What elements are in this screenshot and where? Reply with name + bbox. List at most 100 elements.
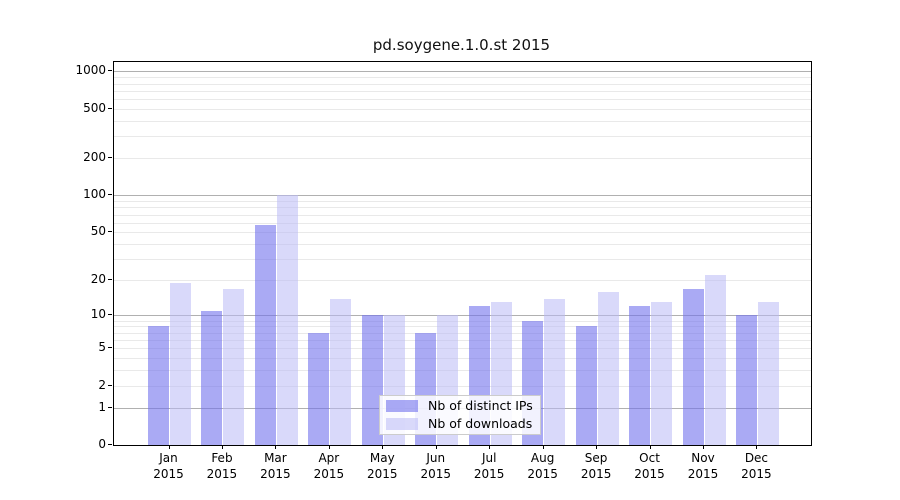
- x-tick-mark: [703, 445, 704, 449]
- x-tick-year: 2015: [153, 467, 184, 481]
- x-tick-mark: [221, 445, 223, 449]
- x-tick-year: 2015: [367, 467, 398, 481]
- legend-swatch-distinct-ips: [386, 400, 418, 412]
- y-tick-mark: [108, 107, 112, 109]
- legend-entry-distinct-ips: Nb of distinct IPs: [386, 399, 534, 413]
- y-tick-mark: [108, 70, 112, 72]
- minor-gridline: [114, 136, 811, 138]
- y-tick-label: 0: [98, 437, 106, 451]
- minor-gridline: [114, 244, 811, 246]
- major-gridline: [114, 195, 811, 197]
- minor-gridline: [114, 90, 811, 92]
- legend-swatch-downloads: [386, 418, 418, 430]
- y-tick-label: 2: [98, 377, 106, 392]
- minor-gridline: [114, 339, 811, 341]
- x-tick-label: Jul 2015: [459, 450, 519, 482]
- y-tick-mark: [108, 384, 112, 386]
- x-tick-mark: [435, 445, 437, 449]
- x-tick-label: Oct 2015: [620, 450, 680, 482]
- x-tick-year: 2015: [741, 467, 772, 481]
- bar-distinct-ips: [682, 288, 704, 445]
- y-tick-label: 20: [90, 272, 106, 287]
- x-tick-mark: [542, 445, 544, 449]
- bar-downloads: [597, 291, 619, 445]
- x-tick-label: Aug 2015: [513, 450, 573, 482]
- x-tick-year: 2015: [634, 467, 665, 481]
- bar-downloads: [276, 195, 298, 445]
- x-tick-year: 2015: [420, 467, 452, 481]
- x-tick-year: 2015: [527, 467, 558, 481]
- x-tick-mark: [596, 445, 598, 449]
- bar-distinct-ips: [361, 315, 383, 445]
- minor-gridline: [114, 201, 811, 203]
- x-tick-label: May 2015: [352, 450, 412, 482]
- y-tick-label: 1: [98, 399, 106, 414]
- y-tick-label: 50: [90, 224, 106, 239]
- y-tick-mark: [108, 347, 112, 349]
- minor-gridline: [114, 108, 811, 110]
- minor-gridline: [114, 326, 811, 328]
- bar-downloads: [330, 298, 352, 445]
- bar-downloads: [170, 283, 191, 445]
- y-tick-label: 10: [90, 307, 106, 322]
- y-tick-mark: [108, 279, 112, 281]
- x-tick-mark: [756, 445, 758, 449]
- x-tick-mark: [328, 445, 330, 449]
- bar-downloads: [544, 298, 566, 445]
- minor-gridline: [114, 120, 811, 122]
- minor-gridline: [114, 259, 811, 261]
- minor-gridline: [114, 280, 811, 282]
- x-tick-label: Jan 2015: [139, 450, 199, 482]
- legend-label-distinct-ips: Nb of distinct IPs: [428, 398, 533, 413]
- minor-gridline: [114, 77, 811, 79]
- plot-area: Nb of distinct IPs Nb of downloads: [113, 61, 812, 446]
- x-tick-year: 2015: [473, 467, 505, 481]
- bar-downloads: [704, 275, 726, 445]
- x-tick-year: 2015: [313, 467, 345, 481]
- y-tick-label: 200: [83, 150, 106, 165]
- y-tick-mark: [108, 157, 112, 159]
- bar-downloads: [223, 288, 245, 445]
- major-gridline: [114, 315, 811, 317]
- minor-gridline: [114, 348, 811, 350]
- x-tick-label: Apr 2015: [299, 450, 359, 482]
- chart-title: pd.soygene.1.0.st 2015: [372, 36, 551, 54]
- y-tick-mark: [108, 314, 112, 316]
- x-tick-label: Sep 2015: [566, 450, 626, 482]
- bar-distinct-ips: [575, 326, 597, 445]
- bar-distinct-ips: [629, 306, 651, 445]
- y-tick-mark: [108, 406, 112, 408]
- legend-entry-downloads: Nb of downloads: [386, 417, 534, 431]
- legend-label-downloads: Nb of downloads: [428, 416, 533, 431]
- x-tick-label: Mar 2015: [245, 450, 305, 482]
- y-tick-mark: [108, 194, 112, 196]
- y-tick-mark: [108, 444, 112, 445]
- minor-gridline: [114, 370, 811, 372]
- bar-distinct-ips: [254, 224, 276, 445]
- minor-gridline: [114, 222, 811, 224]
- y-tick-label: 100: [83, 187, 106, 202]
- y-tick-mark: [108, 231, 112, 233]
- minor-gridline: [114, 357, 811, 359]
- x-tick-year: 2015: [687, 467, 719, 481]
- bar-downloads: [651, 302, 673, 445]
- y-tick-label: 1000: [75, 63, 106, 78]
- x-tick-year: 2015: [206, 467, 238, 481]
- x-tick-mark: [649, 445, 651, 449]
- y-tick-label: 5: [98, 340, 106, 355]
- minor-gridline: [114, 83, 811, 85]
- x-tick-mark: [489, 445, 491, 449]
- major-gridline: [114, 71, 811, 73]
- minor-gridline: [114, 385, 811, 387]
- minor-gridline: [114, 207, 811, 209]
- bar-distinct-ips: [201, 310, 223, 445]
- x-tick-label: Jun 2015: [406, 450, 466, 482]
- bar-distinct-ips: [735, 315, 757, 445]
- bar-downloads: [757, 302, 779, 445]
- minor-gridline: [114, 214, 811, 216]
- x-tick-label: Nov 2015: [673, 450, 733, 482]
- y-tick-label: 500: [83, 100, 106, 115]
- x-tick-mark: [275, 445, 277, 449]
- x-tick-year: 2015: [580, 467, 612, 481]
